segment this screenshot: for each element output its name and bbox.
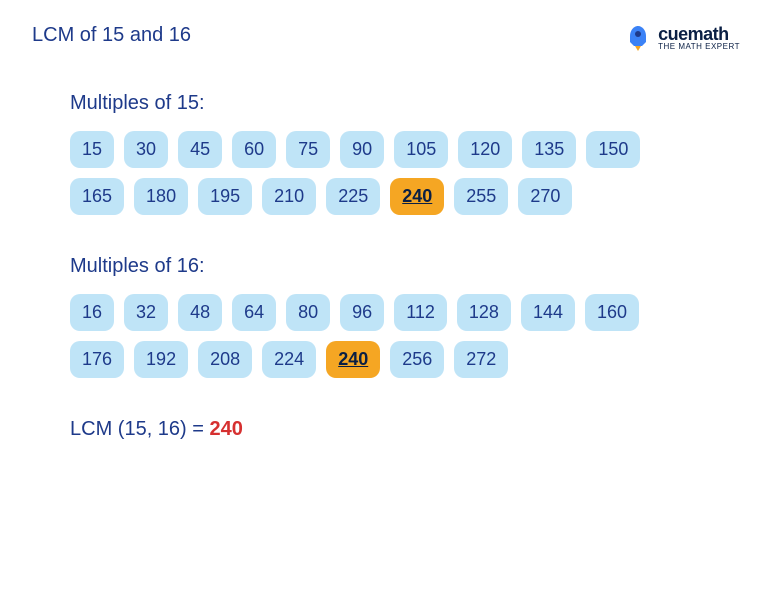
multiple-chip: 96 bbox=[340, 294, 384, 331]
chips-16: 16 32 48 64 80 96 112 128 144 160 176 192 208 224 240 2… bbox=[70, 294, 702, 378]
multiple-chip: 30 bbox=[124, 131, 168, 168]
multiple-chip: 192 bbox=[134, 341, 188, 378]
multiple-chip: 120 bbox=[458, 131, 512, 168]
multiple-chip: 60 bbox=[232, 131, 276, 168]
multiple-chip: 270 bbox=[518, 178, 572, 215]
multiple-chip: 16 bbox=[70, 294, 114, 331]
multiple-chip: 45 bbox=[178, 131, 222, 168]
section-multiples-16: Multiples of 16: 16324864809611212814416… bbox=[70, 255, 702, 378]
multiple-chip: 224 bbox=[262, 341, 316, 378]
section-title-15: Multiples of 15: bbox=[70, 92, 702, 115]
multiple-chip: 128 bbox=[457, 294, 511, 331]
content: Multiples of 15: 15304560759010512013515… bbox=[0, 52, 772, 441]
multiple-chip: 15 bbox=[70, 131, 114, 168]
multiple-chip: 105 bbox=[394, 131, 448, 168]
header: LCM of 15 and 16 cuemath THE MATH EXPERT bbox=[0, 0, 772, 52]
multiple-chip: 32 bbox=[124, 294, 168, 331]
result: LCM (15, 16) = 240 bbox=[70, 418, 702, 441]
multiple-chip: 272 bbox=[454, 341, 508, 378]
multiple-chip: 144 bbox=[521, 294, 575, 331]
multiple-chip: 195 bbox=[198, 178, 252, 215]
multiple-chip: 160 bbox=[585, 294, 639, 331]
section-multiples-15: Multiples of 15: 15304560759010512013515… bbox=[70, 92, 702, 215]
logo-text: cuemath THE MATH EXPERT bbox=[658, 25, 740, 51]
result-answer: 240 bbox=[210, 418, 243, 440]
multiple-chip: 112 bbox=[394, 294, 447, 331]
multiple-chip: 135 bbox=[522, 131, 576, 168]
logo: cuemath THE MATH EXPERT bbox=[624, 24, 740, 52]
multiple-chip: 208 bbox=[198, 341, 252, 378]
multiple-chip: 176 bbox=[70, 341, 124, 378]
chips-15: 15 30 45 60 75 90 105 120 135 150 165 180 195 210 225 2… bbox=[70, 131, 702, 215]
multiple-chip: 80 bbox=[286, 294, 330, 331]
multiple-chip-highlight: 240 bbox=[390, 178, 444, 215]
multiple-chip: 210 bbox=[262, 178, 316, 215]
result-label: LCM (15, 16) = bbox=[70, 418, 210, 440]
multiple-chip: 75 bbox=[286, 131, 330, 168]
multiple-chip: 165 bbox=[70, 178, 124, 215]
rocket-icon bbox=[624, 24, 652, 52]
logo-brand: cuemath bbox=[658, 25, 740, 43]
multiple-chip: 64 bbox=[232, 294, 276, 331]
multiple-chip: 90 bbox=[340, 131, 384, 168]
multiple-chip: 256 bbox=[390, 341, 444, 378]
multiple-chip: 48 bbox=[178, 294, 222, 331]
multiple-chip: 225 bbox=[326, 178, 380, 215]
multiple-chip: 255 bbox=[454, 178, 508, 215]
multiple-chip: 180 bbox=[134, 178, 188, 215]
logo-tagline: THE MATH EXPERT bbox=[658, 43, 740, 51]
multiple-chip: 150 bbox=[586, 131, 640, 168]
multiple-chip-highlight: 240 bbox=[326, 341, 380, 378]
section-title-16: Multiples of 16: bbox=[70, 255, 702, 278]
page-title: LCM of 15 and 16 bbox=[32, 24, 191, 47]
